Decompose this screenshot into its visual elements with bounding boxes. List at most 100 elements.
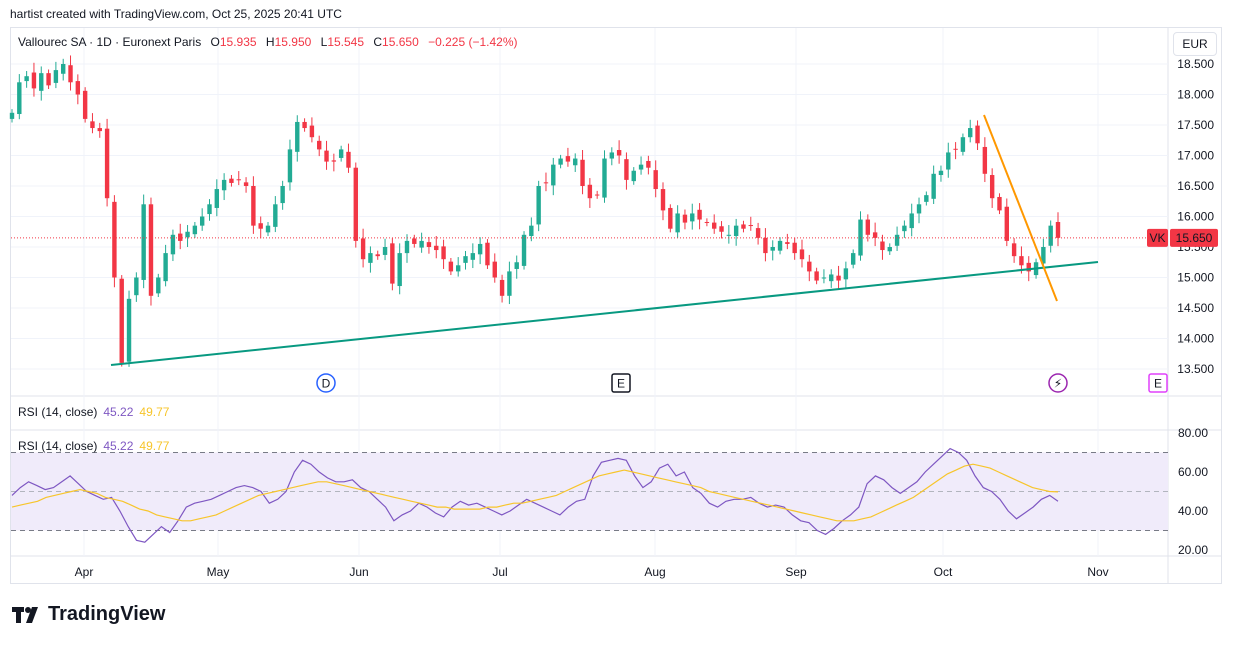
candle-body [360,238,366,260]
candle-body [207,204,212,215]
candle-body [946,152,951,170]
candle-body [229,178,234,183]
candle-body [653,170,658,190]
candle-body [792,242,797,254]
candle-body [61,64,66,74]
candle-body [382,247,388,255]
low-value: 15.545 [327,35,365,49]
last-price-tag [1170,228,1218,247]
candle-body [295,121,300,152]
candle-body [938,170,944,176]
dividend-marker[interactable] [316,373,336,393]
candle-body [785,242,790,244]
candle-body [975,125,980,144]
resistance-trendline[interactable] [983,114,1058,302]
candle-body [770,247,775,251]
candle-body [755,228,761,238]
candle-body [1011,243,1017,257]
candle-body [675,213,680,233]
candle-body [668,207,673,229]
candle-body [602,158,607,198]
candle-body [9,112,15,119]
candle-body [17,82,22,115]
candle-body [324,150,329,162]
rsi-label: RSI (14, close) [18,405,98,419]
candle-body [251,186,256,226]
candle-body [463,256,468,263]
open-value: 15.935 [219,35,257,49]
candle-body [748,225,753,227]
open-label: O [210,35,220,49]
price-tick-label: 14.000 [1177,332,1214,346]
candle-body [777,240,783,251]
support-trendline[interactable] [110,261,1099,366]
candle-body [989,175,995,199]
last-price-tag-label: 15.650 [1176,231,1213,245]
earnings-marker-future[interactable] [1148,373,1168,393]
candle-body [134,277,139,296]
candle-body [1026,262,1031,272]
rsi-tick-label: 80.00 [1178,426,1208,440]
candle-body [492,261,497,278]
candle-body [455,265,461,272]
price-tick-label: 13.500 [1177,362,1214,376]
candle-body [485,242,490,266]
candle-body [119,278,124,363]
candle-body [916,204,922,214]
symbol-tag [1147,228,1168,247]
chart-credit: hartist created with TradingView.com, Oc… [10,7,342,21]
time-tick-label: Oct [934,565,953,579]
candle-body [221,179,227,191]
candle-body [814,271,819,281]
earnings-marker[interactable] [611,373,631,393]
candle-body [309,125,315,138]
candle-body [543,182,549,184]
high-label: H [265,35,275,49]
rsi-legend-top[interactable]: RSI (14, close) 45.22 49.77 [18,405,169,419]
time-tick-label: Apr [75,565,94,579]
candle-body [865,219,871,235]
candle-body [331,160,337,162]
rsi-tick-label: 40.00 [1178,504,1208,518]
candle-body [470,253,476,260]
candle-body [763,237,768,254]
candle-body [551,164,556,186]
candle-body [90,121,95,129]
candle-body [163,253,168,282]
candle-body [887,247,892,252]
flash-marker[interactable] [1048,373,1068,393]
candle-body [448,261,454,272]
candle-body [682,214,688,223]
candle-body [646,160,651,168]
candle-body [968,128,973,138]
candle-body [31,72,37,89]
candle-body [894,234,900,246]
candle-body [558,158,563,165]
currency-button[interactable]: EUR [1173,32,1217,56]
candle-body [236,179,241,181]
candle-body [477,243,483,255]
candle-body [112,201,117,278]
candle-body [799,249,805,260]
candle-body [807,261,812,272]
candle-body [302,121,307,129]
rsi-legend-pane[interactable]: RSI (14, close) 45.22 49.77 [18,439,169,453]
candle-body [412,238,417,244]
candle-body [624,159,629,180]
candle-body [97,128,102,132]
price-tick-label: 17.500 [1177,118,1214,132]
earnings-marker-future-label: E [1154,377,1162,391]
candle-body [609,152,615,159]
candle-body [704,221,710,223]
candle-body [507,271,512,296]
brand-name: TradingView [48,603,166,625]
candle-body [872,232,878,238]
rsi-tick-label: 20.00 [1178,543,1208,557]
tradingview-logo[interactable]: TradingView [12,603,165,626]
candle-body [587,184,593,199]
rsi-value: 45.22 [103,405,134,419]
candle-body [126,298,132,362]
candle-body [712,222,717,229]
candle-body [529,225,534,237]
